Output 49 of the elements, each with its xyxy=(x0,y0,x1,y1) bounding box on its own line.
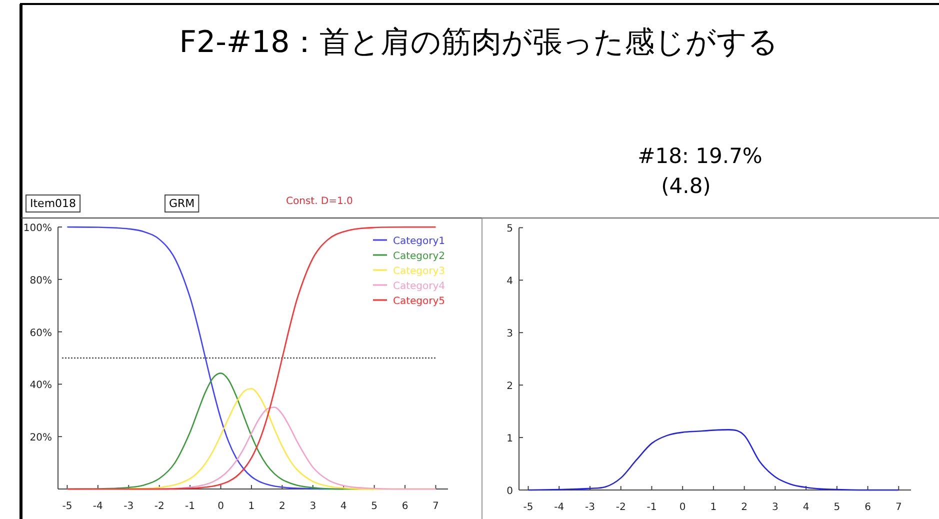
y-tick-label: 40% xyxy=(30,380,52,392)
x-tick-label: -5 xyxy=(62,501,72,512)
y-tick-label: 0 xyxy=(506,486,513,497)
text: Item018 xyxy=(30,197,76,210)
x-tick-label: 5 xyxy=(834,502,840,513)
x-tick-label: -2 xyxy=(154,501,164,512)
x-tick-label: 7 xyxy=(432,501,439,512)
y-tick-label: 2 xyxy=(506,381,513,392)
x-tick-label: 1 xyxy=(710,502,717,513)
y-tick-label: 80% xyxy=(30,275,52,286)
x-tick-label: -4 xyxy=(554,502,564,513)
x-tick-label: 7 xyxy=(895,502,902,513)
x-tick-label: -2 xyxy=(616,502,626,513)
x-tick-label: 6 xyxy=(402,501,408,512)
line-series xyxy=(528,429,900,491)
y-tick-label: 3 xyxy=(506,328,513,340)
x-tick-label: -1 xyxy=(185,501,196,512)
x-tick-label: 2 xyxy=(278,501,286,512)
x-tick-label: 3 xyxy=(310,501,316,512)
y-tick-label: 5 xyxy=(506,224,513,235)
x-tick-label: 5 xyxy=(371,501,378,512)
y-tick-label: 60% xyxy=(30,328,52,339)
x-tick-label: 4 xyxy=(802,502,810,513)
chart-title: F2-#18：首と肩の筋肉が張った感じがする xyxy=(179,25,779,60)
x-tick-label: 6 xyxy=(864,502,871,513)
legend-label: Category2 xyxy=(393,251,446,262)
y-tick-label: 100% xyxy=(23,223,52,234)
y-tick-label: 1 xyxy=(506,434,513,445)
legend-label: Category4 xyxy=(393,281,446,292)
legend-label: Category1 xyxy=(393,236,446,247)
x-tick-label: 4 xyxy=(340,501,347,512)
x-tick-label: -4 xyxy=(92,501,103,512)
chart-title: #18: 19.7% xyxy=(638,144,762,168)
x-tick-label: 0 xyxy=(679,502,686,513)
legend-label: Category3 xyxy=(393,266,446,277)
chart-subtitle: (4.8) xyxy=(661,174,711,198)
y-tick-label: 20% xyxy=(30,432,52,444)
x-tick-label: 2 xyxy=(741,502,748,513)
legend-label: Category5 xyxy=(393,296,446,307)
x-tick-label: 3 xyxy=(772,502,778,513)
text: Const. D=1.0 xyxy=(286,196,353,207)
text: GRM xyxy=(169,197,195,210)
x-tick-label: -3 xyxy=(585,502,595,513)
x-tick-label: 1 xyxy=(248,501,255,512)
x-tick-label: 0 xyxy=(218,501,224,512)
y-tick-label: 4 xyxy=(506,276,513,288)
x-tick-label: -3 xyxy=(124,501,134,512)
x-tick-label: -1 xyxy=(646,502,657,513)
x-tick-label: -5 xyxy=(523,502,534,513)
